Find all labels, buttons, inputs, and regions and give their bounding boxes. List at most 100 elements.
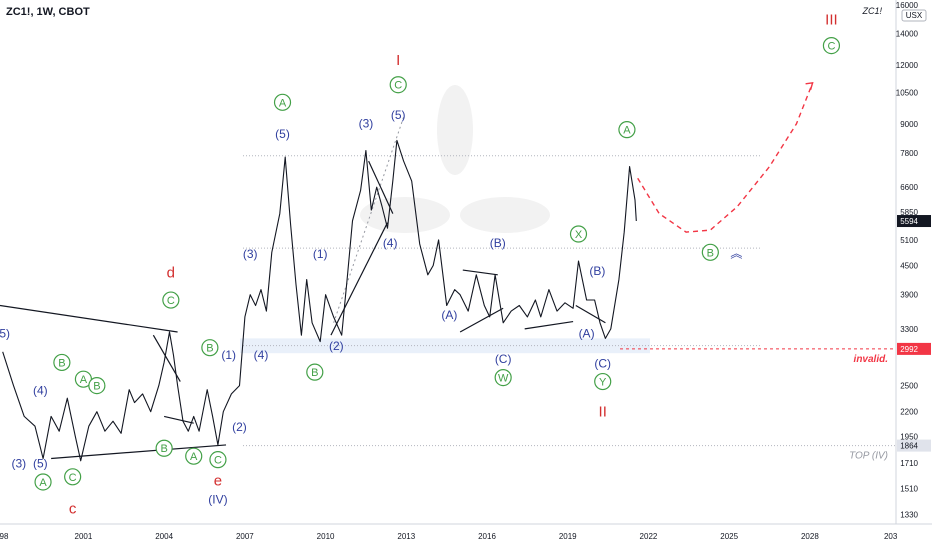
- price-badge-label: 5594: [900, 217, 918, 226]
- currency-badge: [901, 9, 927, 22]
- wave-label-circle: [594, 372, 612, 391]
- wave-label: I: [396, 52, 400, 69]
- wave-label-circle: [53, 353, 71, 372]
- wave-label: (5): [33, 457, 48, 471]
- watermark-leaf: [437, 85, 473, 175]
- wave-label: A: [190, 451, 198, 463]
- level-label: TOP (IV): [849, 451, 888, 462]
- wave-label: X: [575, 229, 583, 241]
- trendline: [51, 444, 227, 460]
- wave-label: (A): [579, 327, 595, 341]
- wave-label-circle: [389, 76, 407, 94]
- wave-label: (B): [490, 236, 506, 250]
- wave-label: B: [707, 247, 714, 259]
- wave-label: (A): [441, 308, 457, 322]
- x-tick-label: 2001: [75, 532, 93, 541]
- y-tick-label: 3300: [900, 325, 918, 334]
- wave-label: c: [69, 501, 77, 518]
- wave-label-circle: [162, 291, 180, 309]
- wave-label: A: [80, 374, 88, 386]
- y-tick-label: 1510: [900, 485, 918, 494]
- y-tick-label: 1330: [900, 511, 918, 520]
- y-tick-label: 6600: [900, 183, 918, 192]
- wave-label: (B): [589, 264, 605, 278]
- trendline: [575, 304, 606, 324]
- x-tick-label: 2019: [559, 532, 577, 541]
- wave-label: (5): [0, 327, 10, 341]
- x-tick-label: 2025: [720, 532, 738, 541]
- wave-label: d: [167, 264, 175, 281]
- wave-label-circle: [64, 468, 82, 486]
- y-tick-label: 5100: [900, 236, 918, 245]
- y-tick-label: 3900: [900, 291, 918, 300]
- y-tick-label: 2200: [900, 408, 918, 417]
- wave-label: C: [167, 295, 175, 307]
- wave-label: e: [214, 473, 222, 490]
- trendline: [459, 307, 504, 333]
- wave-label: C: [69, 472, 77, 484]
- chevron-up-icon: ︽: [730, 246, 742, 260]
- wave-label: C: [827, 41, 835, 53]
- wave-label: B: [206, 343, 213, 355]
- y-tick-label: 9000: [900, 120, 918, 129]
- wave-label: A: [39, 477, 47, 489]
- projection-arrowhead: [805, 82, 814, 91]
- wave-label-circle: [569, 225, 588, 243]
- wave-label-circle: [88, 377, 106, 395]
- wave-label: (4): [254, 348, 269, 362]
- wave-label: (1): [313, 247, 328, 261]
- watermark-leaf: [360, 197, 450, 233]
- y-tick-label: 16000: [896, 1, 919, 10]
- y-tick-label: 2500: [900, 382, 918, 391]
- wave-label-circle: [185, 447, 203, 465]
- wave-label-circle: [822, 36, 841, 55]
- wave-label: (C): [495, 352, 512, 366]
- wave-label: (2): [232, 420, 247, 434]
- level-label: invalid.: [854, 354, 888, 365]
- wave-label-circle: [306, 363, 324, 381]
- currency-label: USX: [906, 11, 923, 20]
- wave-label: (4): [33, 384, 48, 398]
- trendline: [0, 304, 178, 333]
- wave-label: B: [93, 381, 100, 393]
- wave-label: B: [160, 443, 167, 455]
- y-tick-label: 4500: [900, 261, 918, 270]
- symbol-title: ZC1!, 1W, CBOT: [6, 6, 90, 18]
- x-tick-label: 2007: [236, 532, 254, 541]
- wave-label: III: [825, 11, 838, 28]
- wave-label-circle: [494, 368, 512, 387]
- wave-label: C: [394, 80, 402, 92]
- y-tick-label: 7800: [900, 149, 918, 158]
- wave-label: (3): [243, 247, 258, 261]
- wave-label-circle: [273, 93, 292, 111]
- wave-label-circle: [209, 451, 227, 469]
- price-axis-bg: [896, 0, 932, 550]
- price-badge-label: 1864: [900, 442, 918, 451]
- price-badge: [897, 215, 931, 228]
- x-tick-label: 2013: [397, 532, 415, 541]
- wave-label-circle: [155, 439, 173, 457]
- trendline: [163, 415, 194, 424]
- wave-label: (IV): [208, 492, 227, 506]
- symbol-watermark: ZC1!: [862, 6, 882, 16]
- wave-label-circle: [618, 121, 636, 139]
- x-tick-label: 2004: [155, 532, 173, 541]
- wave-label: W: [498, 373, 509, 385]
- wave-label: (5): [391, 108, 406, 122]
- trendline: [330, 222, 388, 336]
- wave-label: (3): [359, 117, 374, 131]
- y-tick-label: 5850: [900, 208, 918, 217]
- wave-label: B: [311, 367, 318, 379]
- x-tick-label: 98: [0, 532, 9, 541]
- wave-label: A: [623, 125, 631, 137]
- x-tick-label: 203: [884, 532, 898, 541]
- x-tick-label: 2022: [640, 532, 658, 541]
- wave-label-circle: [34, 473, 52, 491]
- trendline: [524, 320, 574, 330]
- price-badge: [897, 439, 931, 452]
- price-badge: [897, 342, 931, 355]
- x-tick-label: 2010: [317, 532, 335, 541]
- wave-label: II: [599, 404, 607, 421]
